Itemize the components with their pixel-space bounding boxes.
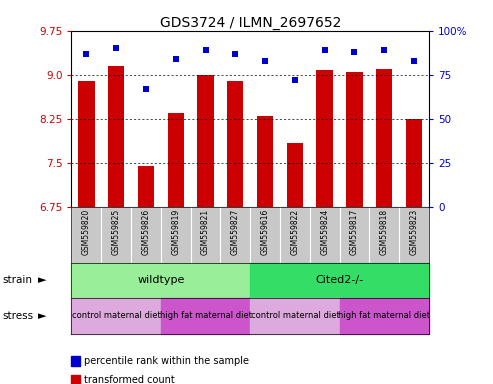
Text: GSM559827: GSM559827 xyxy=(231,209,240,255)
Bar xyxy=(71,263,250,298)
Bar xyxy=(310,207,340,263)
Bar xyxy=(220,207,250,263)
Bar xyxy=(71,298,161,334)
Bar xyxy=(101,207,131,263)
Point xyxy=(82,51,90,57)
Bar xyxy=(191,207,220,263)
Bar xyxy=(161,207,191,263)
Text: GSM559822: GSM559822 xyxy=(290,209,299,255)
Title: GDS3724 / ILMN_2697652: GDS3724 / ILMN_2697652 xyxy=(160,16,341,30)
Text: ►: ► xyxy=(37,311,46,321)
Bar xyxy=(340,207,369,263)
Bar xyxy=(346,72,363,207)
Bar xyxy=(257,116,273,207)
Text: GSM559825: GSM559825 xyxy=(111,209,121,255)
Text: GSM559824: GSM559824 xyxy=(320,209,329,255)
Bar xyxy=(399,207,429,263)
Bar xyxy=(369,207,399,263)
Text: stress: stress xyxy=(2,311,34,321)
Bar xyxy=(108,66,124,207)
Bar xyxy=(197,75,213,207)
Point xyxy=(172,56,179,62)
Bar xyxy=(317,70,333,207)
Text: Cited2-/-: Cited2-/- xyxy=(316,275,364,285)
Bar xyxy=(227,81,244,207)
Point xyxy=(261,58,269,64)
Text: GSM559817: GSM559817 xyxy=(350,209,359,255)
Bar xyxy=(250,263,429,298)
Bar xyxy=(250,207,280,263)
Bar xyxy=(161,298,250,334)
Text: percentile rank within the sample: percentile rank within the sample xyxy=(84,356,249,366)
Point xyxy=(231,51,239,57)
Bar xyxy=(280,207,310,263)
Bar xyxy=(168,113,184,207)
Text: GSM559821: GSM559821 xyxy=(201,209,210,255)
Bar xyxy=(250,298,340,334)
Point xyxy=(202,47,210,53)
Bar xyxy=(340,298,429,334)
Bar xyxy=(78,81,95,207)
Point xyxy=(380,47,388,53)
Text: strain: strain xyxy=(2,275,33,285)
Bar xyxy=(71,207,101,263)
Text: GSM559823: GSM559823 xyxy=(410,209,419,255)
Bar xyxy=(406,119,422,207)
Text: wildtype: wildtype xyxy=(137,275,184,285)
Text: GSM559818: GSM559818 xyxy=(380,209,389,255)
Point xyxy=(112,45,120,51)
Bar xyxy=(138,166,154,207)
Text: GSM559820: GSM559820 xyxy=(82,209,91,255)
Bar xyxy=(287,142,303,207)
Bar xyxy=(376,69,392,207)
Text: control maternal diet: control maternal diet xyxy=(72,311,161,320)
Text: GSM559826: GSM559826 xyxy=(141,209,150,255)
Text: high fat maternal diet: high fat maternal diet xyxy=(338,311,430,320)
Point xyxy=(321,47,329,53)
Bar xyxy=(131,207,161,263)
Text: GSM559616: GSM559616 xyxy=(261,209,270,255)
Text: ►: ► xyxy=(37,275,46,285)
Point xyxy=(410,58,418,64)
Point xyxy=(291,77,299,83)
Point xyxy=(142,86,150,92)
Text: transformed count: transformed count xyxy=(84,375,175,384)
Text: high fat maternal diet: high fat maternal diet xyxy=(160,311,251,320)
Text: GSM559819: GSM559819 xyxy=(171,209,180,255)
Text: control maternal diet: control maternal diet xyxy=(250,311,339,320)
Point xyxy=(351,49,358,55)
